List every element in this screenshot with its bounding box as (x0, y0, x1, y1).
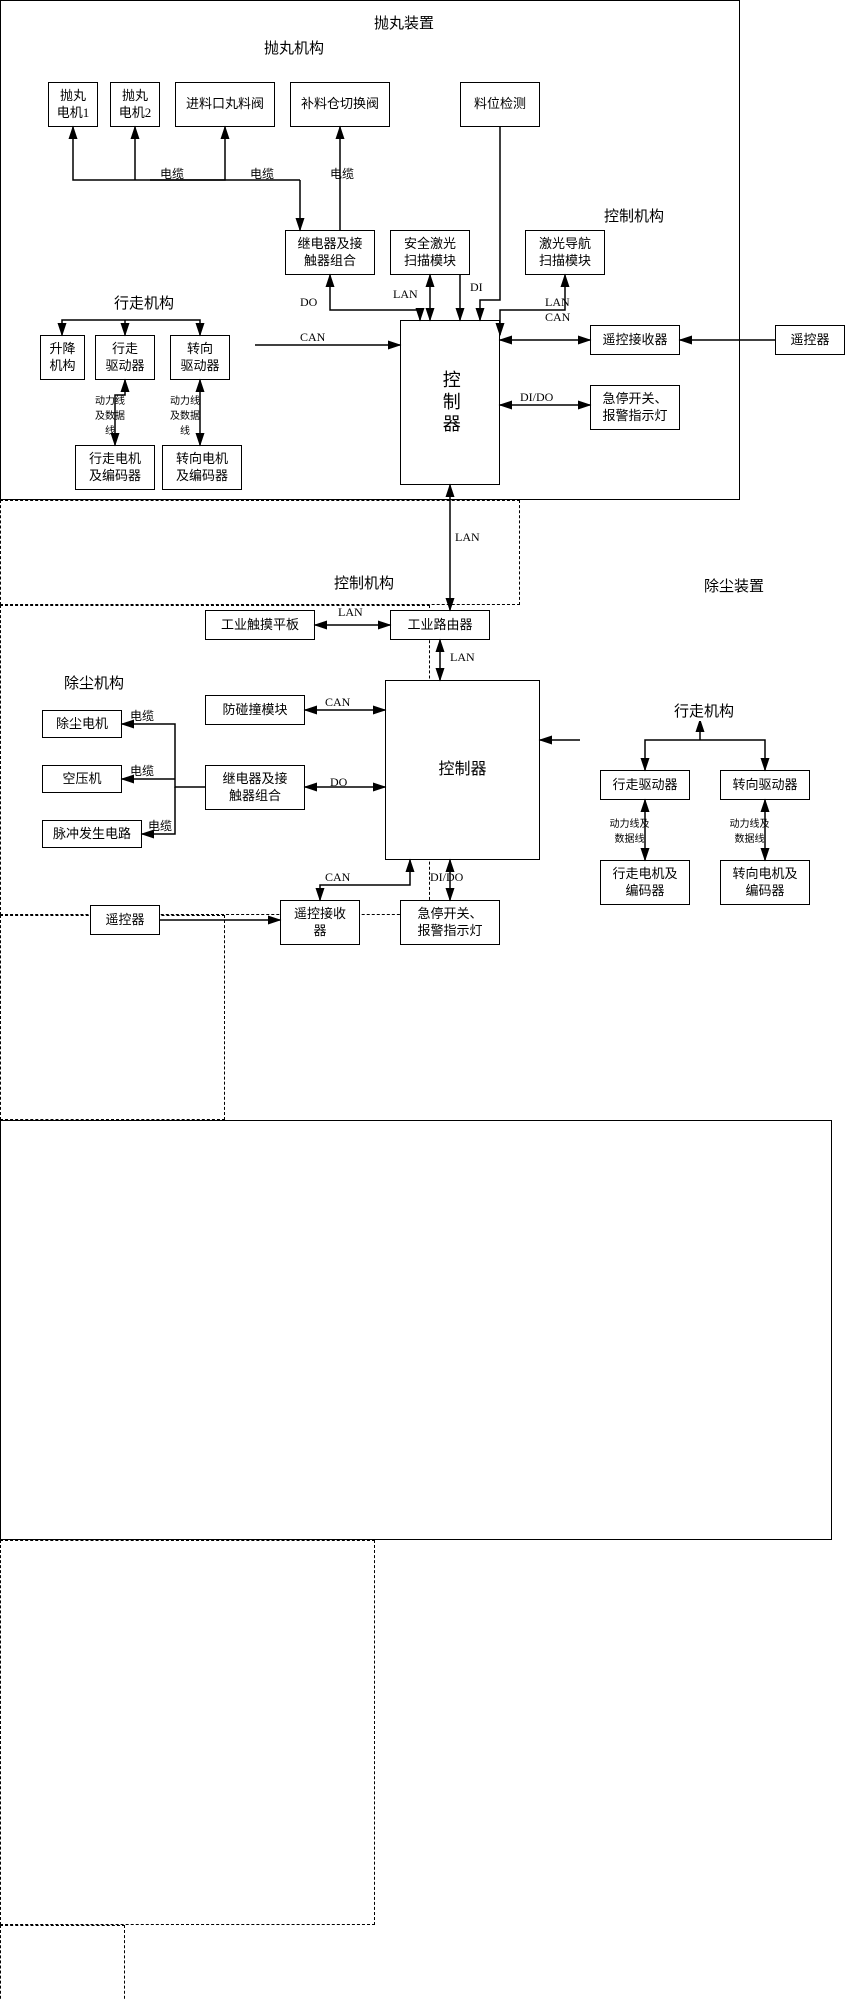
bot-cable1: 动力线及 数据线 (602, 815, 657, 845)
touch-panel: 工业触摸平板 (205, 610, 315, 640)
lbl-can-b2: CAN (325, 870, 350, 885)
lbl-cable3: 电缆 (330, 165, 354, 182)
safety-laser: 安全激光 扫描模块 (390, 230, 470, 275)
top-ctrl-title: 控制机构 (600, 205, 668, 226)
sblast-mech-frame (0, 500, 520, 605)
pulse-circuit: 脉冲发生电路 (42, 820, 142, 848)
top-remote: 遥控器 (775, 325, 845, 355)
top-device-title: 抛丸装置 (370, 12, 438, 33)
compressor: 空压机 (42, 765, 122, 793)
dust-motor: 除尘电机 (42, 710, 122, 738)
top-walk-title: 行走机构 (110, 292, 178, 313)
lbl-cable-d2: 电缆 (130, 762, 154, 779)
bot-estop: 急停开关、 报警指示灯 (400, 900, 500, 945)
lbl-lan-b1: LAN (338, 605, 363, 620)
router: 工业路由器 (390, 610, 490, 640)
sblast-mech-title: 抛丸机构 (260, 37, 328, 58)
bot-ctrl-frame (0, 1540, 375, 1925)
lbl-cable2: 电缆 (250, 165, 274, 182)
feed-valve: 进料口丸料阀 (175, 82, 275, 127)
lbl-can-walk: CAN (300, 330, 325, 345)
lbl-cable-d3: 电缆 (148, 817, 172, 834)
top-ctrl-frame (0, 605, 430, 915)
lbl-lan-top2: LAN (545, 295, 570, 310)
lbl-can-top: CAN (545, 310, 570, 325)
top-steer-motor: 转向电机 及编码器 (162, 445, 242, 490)
dust-mech-title: 除尘机构 (60, 672, 128, 693)
lbl-do-b: DO (330, 775, 347, 790)
top-walk-frame (0, 915, 225, 1120)
top-relay: 继电器及接 触器组合 (285, 230, 375, 275)
top-controller: 控制器 (400, 320, 500, 485)
bottom-device-frame (0, 1120, 832, 1540)
sblast-motor1: 抛丸 电机1 (48, 82, 98, 127)
lbl-lan-b2: LAN (450, 650, 475, 665)
anti-collision: 防碰撞模块 (205, 695, 305, 725)
top-cable2: 动力线 及数据 线 (165, 392, 205, 437)
refill-valve: 补料仓切换阀 (290, 82, 390, 127)
lbl-lan-mid: LAN (455, 530, 480, 545)
top-estop: 急停开关、 报警指示灯 (590, 385, 680, 430)
top-remote-rx: 遥控接收器 (590, 325, 680, 355)
bottom-device-title: 除尘装置 (700, 575, 768, 596)
bot-walk-drv: 行走驱动器 (600, 770, 690, 800)
top-steer-drv: 转向 驱动器 (170, 335, 230, 380)
bot-remote: 遥控器 (90, 905, 160, 935)
lbl-dido-top: DI/DO (520, 390, 553, 405)
sblast-motor2: 抛丸 电机2 (110, 82, 160, 127)
top-walk-motor: 行走电机 及编码器 (75, 445, 155, 490)
top-walk-drv: 行走 驱动器 (95, 335, 155, 380)
lbl-dido-b: DI/DO (430, 870, 463, 885)
bot-walk-motor: 行走电机及 编码器 (600, 860, 690, 905)
top-lift: 升降 机构 (40, 335, 85, 380)
bot-remote-rx: 遥控接收 器 (280, 900, 360, 945)
bot-steer-drv: 转向驱动器 (720, 770, 810, 800)
nav-laser: 激光导航 扫描模块 (525, 230, 605, 275)
lbl-do-top: DO (300, 295, 317, 310)
lbl-di-top: DI (470, 280, 483, 295)
top-controller-label: 控制器 (438, 370, 461, 436)
lbl-lan-top: LAN (393, 287, 418, 302)
bot-ctrl-title: 控制机构 (330, 572, 398, 593)
lbl-cable1: 电缆 (160, 165, 184, 182)
bot-walk-title: 行走机构 (670, 700, 738, 721)
bot-relay: 继电器及接 触器组合 (205, 765, 305, 810)
level-detect: 料位检测 (460, 82, 540, 127)
bot-controller: 控制器 (385, 680, 540, 860)
bot-cable2: 动力线及 数据线 (722, 815, 777, 845)
bot-steer-motor: 转向电机及 编码器 (720, 860, 810, 905)
lbl-can-b1: CAN (325, 695, 350, 710)
lbl-cable-d1: 电缆 (130, 707, 154, 724)
dust-mech-frame (0, 1925, 125, 2000)
top-cable1: 动力线 及数据 线 (90, 392, 130, 437)
